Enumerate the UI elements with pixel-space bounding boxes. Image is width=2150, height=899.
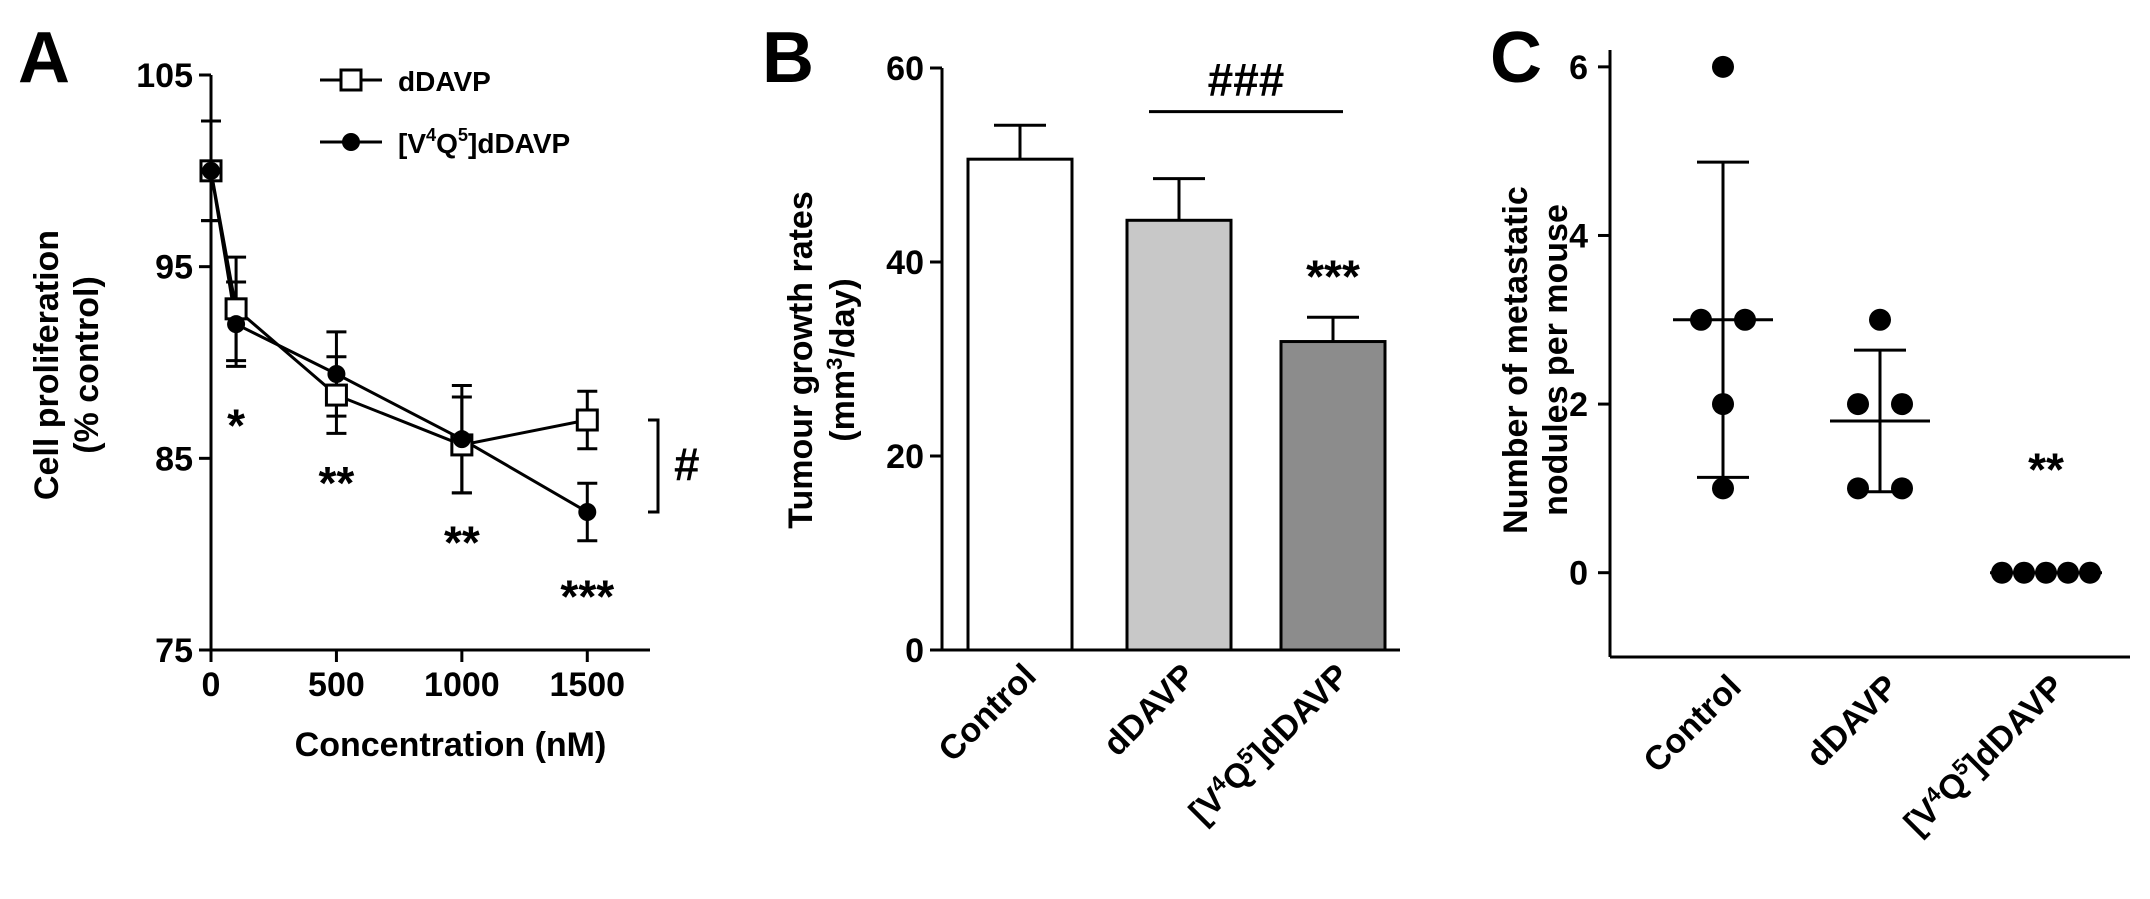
panel-c: C 0 2 4 6 Number of metastatic nodules per mou…: [1490, 18, 2130, 842]
y-axis-title-line1: Cell proliferation: [28, 230, 66, 500]
x-tick-label: 1000: [424, 666, 500, 704]
bar-2: [1279, 340, 1387, 652]
x-tick-label: 0: [202, 666, 221, 704]
category-label-text: dDAVP: [1096, 657, 1203, 764]
x-tick-label: 500: [308, 666, 365, 704]
y-tick-label: 2: [1569, 386, 1588, 424]
significance-stars: ***: [560, 570, 614, 622]
significance-hash: ###: [1208, 54, 1285, 106]
y-axis-title-line2: (mm3/day): [822, 278, 862, 441]
category-label-0: Control: [1636, 668, 1748, 780]
y-tick-label: 60: [886, 50, 924, 88]
bar-0: [966, 157, 1074, 652]
y-tick-label: 0: [1569, 555, 1588, 593]
legend-marker-V4Q5dDAVP: [342, 133, 360, 151]
significance-stars: **: [319, 457, 355, 509]
x-tick-label: 1500: [549, 666, 625, 704]
category-label-2: [V4Q5]dDAVP: [1896, 666, 2072, 843]
data-point: [1847, 393, 1869, 416]
y-axis-title-line2: nodules per mouse: [1537, 204, 1575, 516]
y-axis-title-line1: Tumour growth rates: [782, 191, 820, 529]
data-point-V4Q5dDAVP: [327, 365, 346, 383]
data-point: [1847, 477, 1869, 500]
y-axis-title-line1: Number of metastatic: [1497, 186, 1535, 534]
data-point: [1712, 55, 1734, 78]
data-point: [1690, 308, 1712, 331]
legend-label-dDAVP: dDAVP: [398, 66, 491, 97]
category-label-0: Control: [931, 657, 1043, 769]
data-point-V4Q5dDAVP: [202, 161, 220, 180]
data-point: [1712, 477, 1734, 500]
panel-letter-b: B: [762, 18, 814, 98]
data-point: [2057, 561, 2079, 584]
y-tick-label: 4: [1569, 217, 1588, 255]
panel-letter-c: C: [1490, 18, 1542, 98]
category-label-1: dDAVP: [1799, 668, 1906, 775]
legend-label-V4Q5dDAVP: [V4Q5]dDAVP: [398, 125, 570, 159]
series-line-1: [209, 170, 589, 514]
category-label-text: [V4Q5]dDAVP: [1896, 666, 2072, 842]
data-point: [1712, 393, 1734, 416]
data-point: [1734, 308, 1756, 331]
data-point: [2035, 561, 2057, 584]
significance-hash: #: [674, 438, 700, 490]
y-tick-label: 40: [886, 244, 924, 282]
significance-stars: *: [227, 400, 245, 452]
panel-letter-a: A: [18, 18, 70, 98]
y-tick-label: 85: [155, 440, 193, 478]
category-label-text: dDAVP: [1799, 668, 1906, 775]
y-axis-title: Tumour growth rates (mm3/day): [782, 191, 862, 529]
panel-b: B 0 20 40 60 Tumour growth rates (mm3/day) Cont…: [762, 18, 1400, 831]
data-point: [2013, 561, 2035, 584]
significance-stars: **: [444, 517, 480, 569]
data-point: [1869, 308, 1891, 331]
y-axis-title: Cell proliferation (% control): [28, 230, 106, 500]
data-point-dDAVP: [324, 383, 348, 407]
significance-stars: ***: [1306, 251, 1360, 303]
category-label-1: dDAVP: [1096, 657, 1203, 764]
data-point: [2079, 561, 2101, 584]
legend-marker-dDAVP: [339, 68, 363, 92]
data-point-V4Q5dDAVP: [578, 503, 597, 521]
y-tick-label: 95: [155, 249, 193, 287]
series-line-0: [209, 170, 588, 447]
significance-bracket: [648, 418, 660, 514]
data-point: [1891, 393, 1913, 416]
data-point-V4Q5dDAVP: [227, 315, 246, 334]
data-point: [1891, 477, 1913, 500]
y-tick-label: 20: [886, 438, 924, 476]
y-tick-label: 105: [136, 57, 193, 95]
y-tick-label: 75: [155, 632, 193, 670]
bar-1: [1125, 218, 1233, 652]
significance-stars: **: [2028, 444, 2064, 496]
legend: dDAVP [V4Q5]dDAVP: [320, 66, 570, 159]
panel-a: A 75 85 95 105 0 500 1000 1500 Concentration (nM)…: [18, 18, 700, 764]
x-axis-title: Concentration (nM): [295, 726, 607, 764]
y-tick-label: 6: [1569, 49, 1588, 87]
category-label-text: Control: [1636, 668, 1748, 780]
y-axis-title: Number of metastatic nodules per mouse: [1497, 186, 1575, 534]
data-point: [1991, 561, 2013, 584]
data-point-V4Q5dDAVP: [452, 430, 471, 449]
category-label-text: [V4Q5]dDAVP: [1181, 655, 1357, 831]
data-point-dDAVP: [575, 408, 599, 432]
category-label-2: [V4Q5]dDAVP: [1181, 655, 1357, 832]
category-label-text: Control: [931, 657, 1043, 769]
y-axis-title-line2: (% control): [68, 276, 106, 454]
y-tick-label: 0: [905, 632, 924, 670]
